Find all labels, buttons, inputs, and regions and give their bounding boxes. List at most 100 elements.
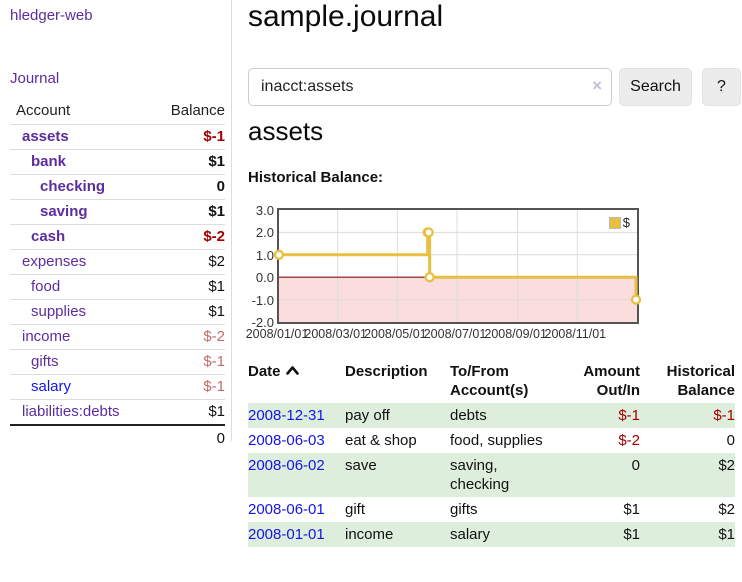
search-input[interactable] — [248, 68, 612, 106]
main-content: sample.journal × Search ? assets Histori… — [246, 0, 742, 582]
account-row: cash $-2 — [10, 224, 225, 250]
historical-balance-chart: $ 3.0 2.0 1.0 0.0 -1.0 -2.0 2008/01/01 2008/03/… — [246, 203, 742, 353]
transaction-row: 2008-06-02 save saving, checking 0 $2 — [248, 453, 735, 497]
chart-plot-area: $ — [273, 208, 642, 324]
app-brand-link[interactable]: hledger-web — [10, 7, 93, 24]
account-link[interactable]: salary — [31, 378, 72, 395]
transaction-date-link[interactable]: 2008-12-31 — [248, 407, 325, 424]
account-link[interactable]: food — [31, 278, 61, 295]
account-heading: assets — [248, 116, 324, 146]
transaction-accounts: gifts — [450, 501, 478, 518]
register-header-balance: Historical Balance — [666, 363, 735, 399]
account-row: gifts $-1 — [10, 349, 225, 375]
accounts-header-account: Account — [16, 102, 71, 119]
transaction-amount: 0 — [631, 457, 640, 474]
transaction-balance: 0 — [726, 432, 735, 449]
transaction-description: income — [345, 526, 394, 543]
transaction-row: 2008-06-01 gift gifts $1 $2 — [248, 497, 735, 522]
account-link[interactable]: checking — [40, 178, 106, 195]
account-balance: $1 — [153, 274, 225, 300]
sidebar: hledger-web Journal Account Balance asse… — [0, 0, 232, 452]
x-axis-tick-label: 2008/11/01 — [544, 327, 607, 341]
transaction-amount: $-1 — [618, 407, 640, 424]
account-link[interactable]: bank — [31, 153, 67, 170]
account-balance: $1 — [153, 299, 225, 325]
x-axis-tick-label: 2008/01/01 — [245, 327, 309, 341]
accounts-table: Account Balance assets $-1 bank $1 checking 0… — [10, 99, 225, 452]
transaction-description: gift — [345, 501, 366, 518]
account-row: expenses $2 — [10, 249, 225, 275]
sort-ascending-icon — [285, 366, 299, 375]
transaction-amount: $1 — [623, 501, 640, 518]
search-button[interactable]: Search — [619, 68, 692, 106]
transaction-date-link[interactable]: 2008-06-01 — [248, 501, 325, 518]
account-balance: $-1 — [153, 374, 225, 400]
transaction-date-link[interactable]: 2008-06-02 — [248, 457, 325, 474]
account-balance: 0 — [153, 174, 225, 200]
accounts-header-row: Account Balance — [10, 99, 225, 125]
x-axis-tick-label: 2008/03/01 — [304, 327, 367, 341]
journal-nav-link[interactable]: Journal — [10, 70, 60, 87]
transaction-accounts: saving, checking — [450, 457, 510, 493]
account-row: bank $1 — [10, 149, 225, 175]
account-row: salary $-1 — [10, 374, 225, 400]
transaction-date-link[interactable]: 2008-06-03 — [248, 432, 325, 449]
account-link[interactable]: cash — [31, 228, 66, 245]
account-link[interactable]: saving — [40, 203, 88, 220]
chart-legend: $ — [608, 215, 630, 230]
legend-swatch-icon — [608, 216, 621, 229]
register-header-date[interactable]: Date — [248, 359, 345, 403]
transaction-accounts: salary — [450, 526, 491, 543]
accounts-table-body: assets $-1 bank $1 checking 0 saving $1 cash $-2 e… — [10, 124, 225, 425]
account-balance: $-2 — [153, 224, 225, 250]
account-row: income $-2 — [10, 324, 225, 350]
account-link[interactable]: liabilities:debts — [22, 403, 120, 420]
legend-label: $ — [622, 215, 630, 230]
transaction-amount: $-2 — [618, 432, 640, 449]
transaction-date-link[interactable]: 2008-01-01 — [248, 526, 325, 543]
transaction-balance: $1 — [718, 526, 735, 543]
account-link[interactable]: gifts — [31, 353, 59, 370]
account-link[interactable]: assets — [22, 128, 69, 145]
accounts-total-spacer — [10, 424, 154, 452]
y-axis-tick-label: 1.0 — [255, 247, 274, 263]
account-row: food $1 — [10, 274, 225, 300]
account-balance: $2 — [153, 249, 225, 275]
register-header-accounts: To/From Account(s) — [450, 363, 529, 399]
chart-canvas — [273, 210, 642, 322]
account-row: saving $1 — [10, 199, 225, 225]
x-axis-tick-label: 2008/09/01 — [484, 327, 547, 341]
register-header-amount: Amount Out/In — [583, 363, 640, 399]
account-link[interactable]: income — [22, 328, 71, 345]
transaction-amount: $1 — [623, 526, 640, 543]
account-row: checking 0 — [10, 174, 225, 200]
account-balance: $-2 — [153, 324, 225, 350]
register-table-body: 2008-12-31 pay off debts $-1 $-1 2008-06-03 ea… — [248, 403, 735, 547]
clear-search-icon[interactable]: × — [592, 76, 602, 95]
account-balance: $1 — [153, 149, 225, 175]
transaction-accounts: debts — [450, 407, 487, 424]
y-axis-tick-label: 3.0 — [255, 203, 274, 218]
account-link[interactable]: expenses — [22, 253, 87, 270]
transaction-row: 2008-06-03 eat & shop food, supplies $-2 0 — [248, 428, 735, 453]
register-table: Date Description To/From Account(s) Amou… — [248, 359, 735, 547]
accounts-total-value: 0 — [153, 424, 225, 452]
transaction-description: save — [345, 457, 377, 474]
accounts-header-balance: Balance — [170, 102, 225, 119]
transaction-accounts: food, supplies — [450, 432, 543, 449]
transaction-description: eat & shop — [345, 432, 417, 449]
search-input-wrap: × — [248, 68, 612, 106]
account-link[interactable]: supplies — [31, 303, 87, 320]
help-button[interactable]: ? — [702, 68, 741, 106]
register-header-description: Description — [345, 363, 428, 380]
account-row: assets $-1 — [10, 124, 225, 150]
transaction-balance: $2 — [718, 457, 735, 474]
account-row: liabilities:debts $1 — [10, 399, 225, 425]
x-axis-tick-label: 2008/05/01 — [364, 327, 427, 341]
y-axis-tick-label: 2.0 — [255, 225, 274, 241]
transaction-row: 2008-12-31 pay off debts $-1 $-1 — [248, 403, 735, 428]
y-axis-tick-label: -1.0 — [251, 292, 274, 308]
accounts-total-row: 0 — [10, 424, 225, 452]
transaction-balance: $-1 — [713, 407, 735, 424]
x-axis-tick-label: 2008/07/01 — [423, 327, 487, 341]
